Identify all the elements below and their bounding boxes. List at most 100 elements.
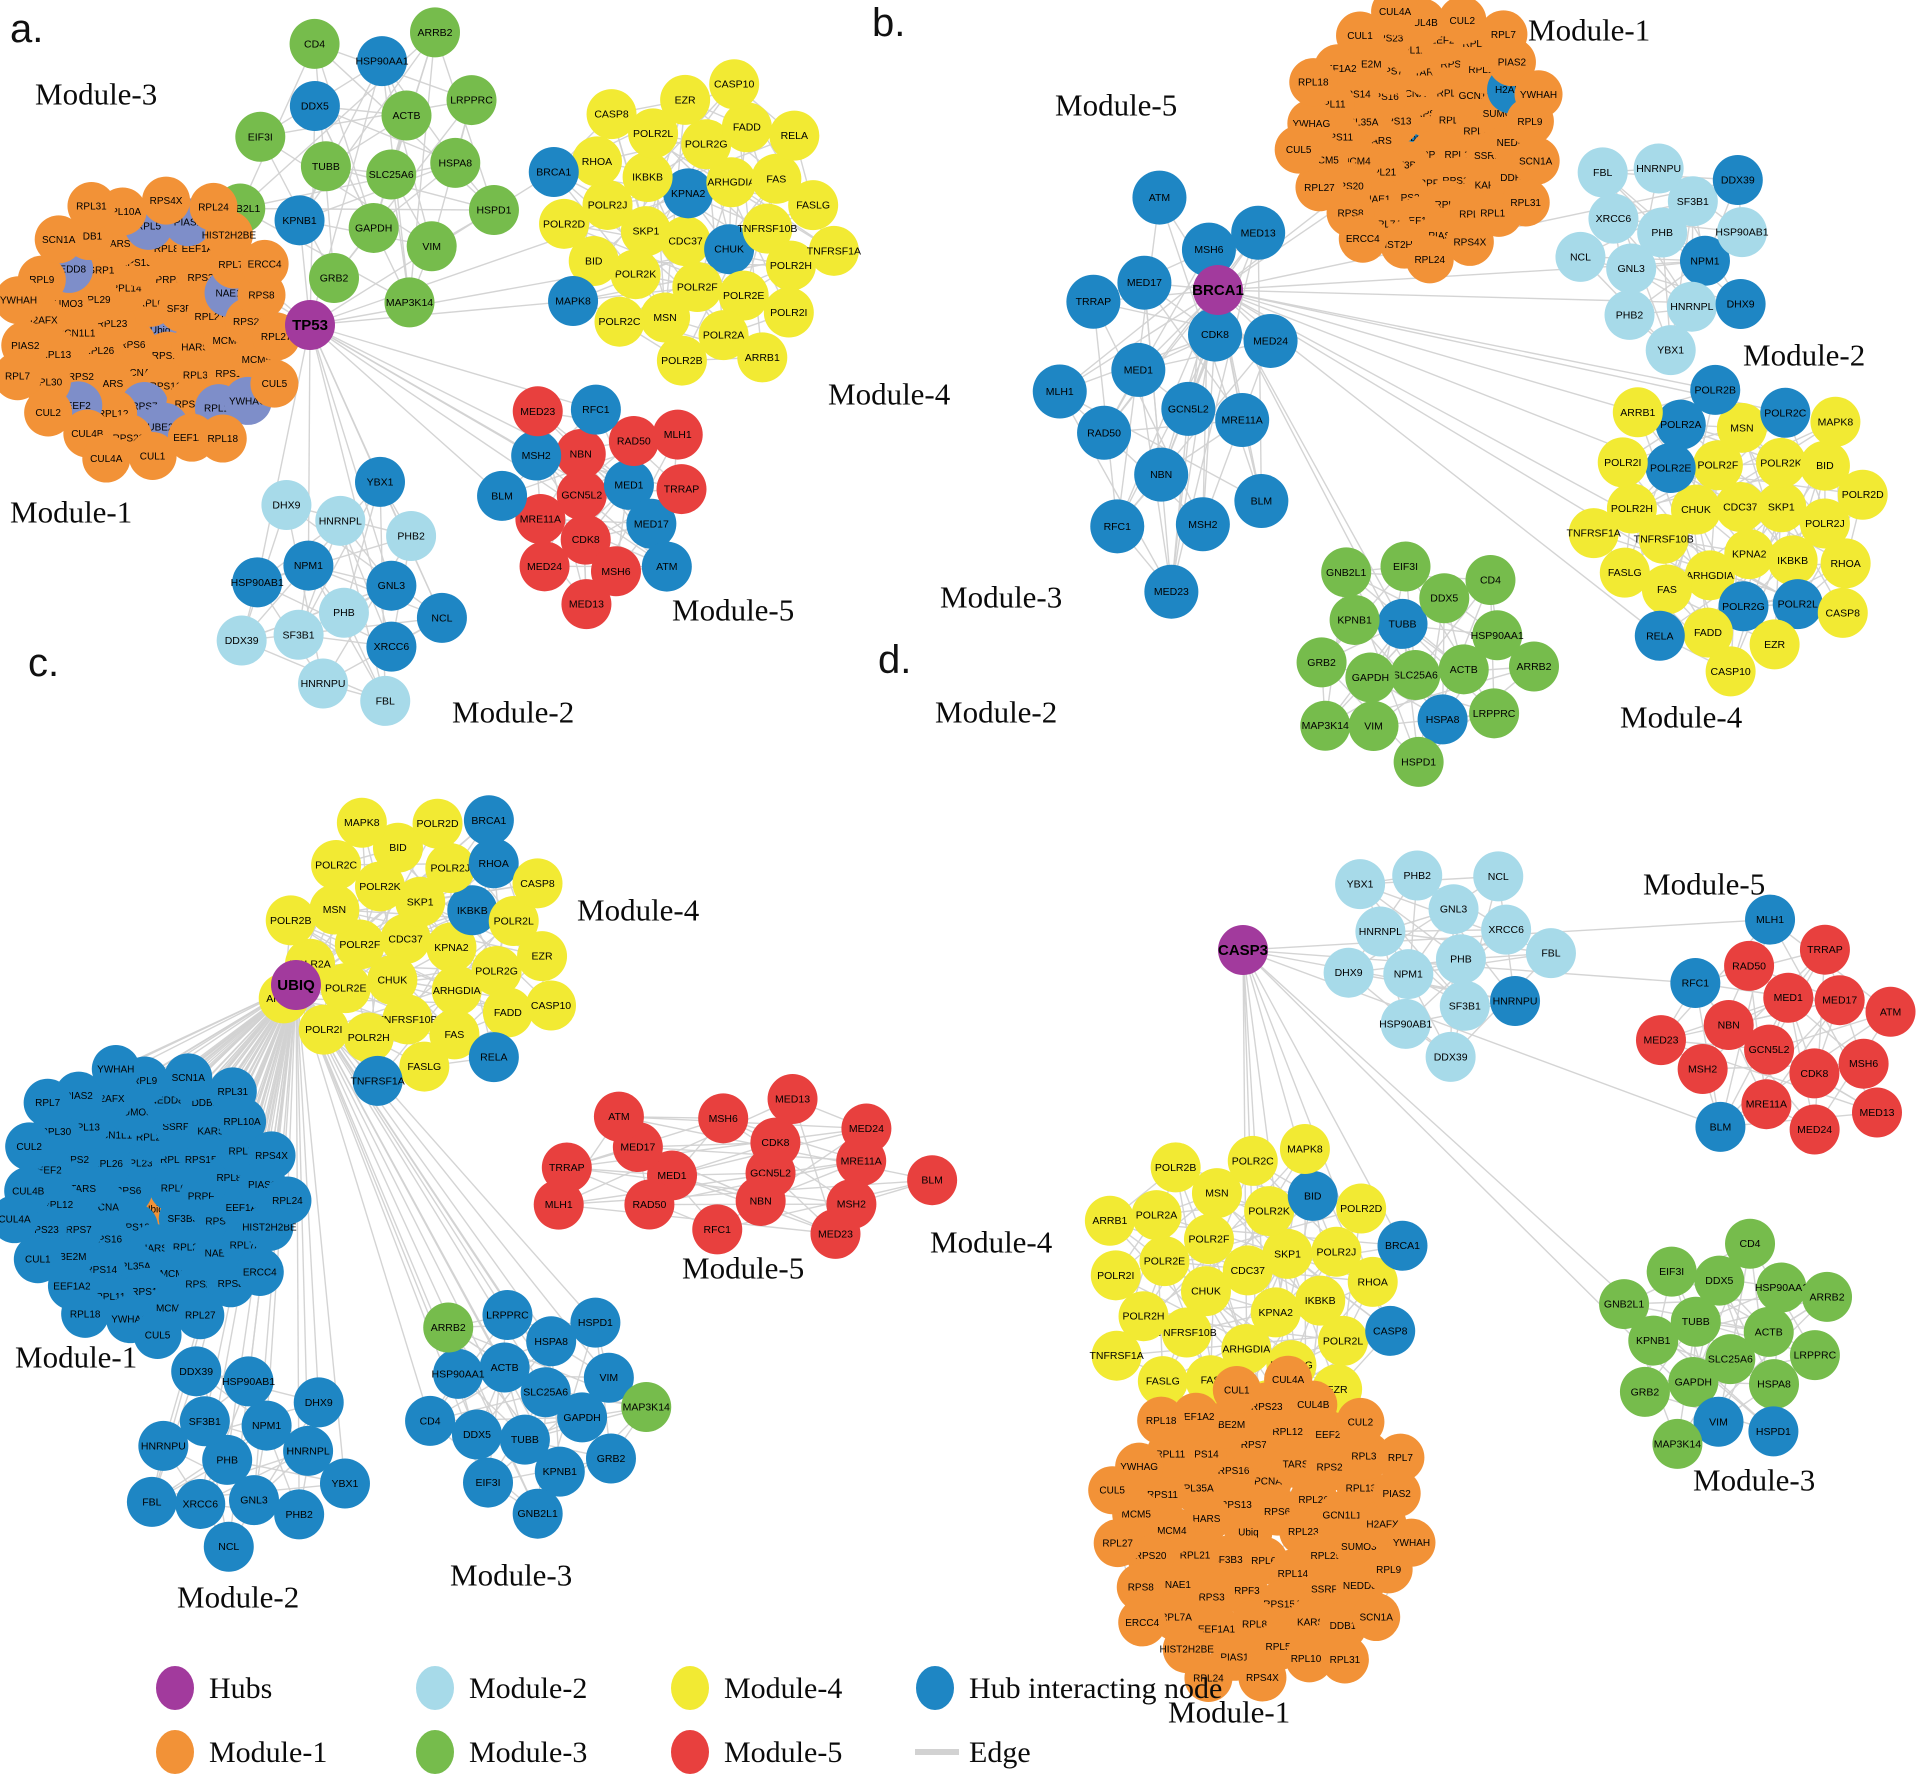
node-MED1[interactable]: MED1	[1763, 972, 1814, 1023]
node-POLR2J[interactable]: POLR2J	[1311, 1226, 1362, 1277]
node-POLR2L[interactable]: POLR2L	[1772, 579, 1823, 630]
node-GRB2[interactable]: GRB2	[1296, 637, 1347, 688]
node-FAS[interactable]: FAS	[429, 1009, 480, 1060]
node-SCN1A[interactable]: SCN1A	[164, 1053, 213, 1102]
node-ARHGDIA[interactable]: ARHGDIA	[1221, 1323, 1272, 1374]
node-RPL27[interactable]: RPL27	[1295, 163, 1344, 212]
node-MED13[interactable]: MED13	[767, 1074, 818, 1125]
node-EZR[interactable]: EZR	[1749, 619, 1800, 670]
node-PHB[interactable]: PHB	[318, 587, 369, 638]
node-PIAS2[interactable]: PIAS2	[1372, 1469, 1421, 1518]
node-KPNB1[interactable]: KPNB1	[1329, 594, 1380, 645]
node-SCN1A[interactable]: SCN1A	[34, 215, 83, 264]
node-POLR2H[interactable]: POLR2H	[343, 1012, 394, 1063]
node-MED23[interactable]: MED23	[810, 1208, 861, 1259]
node-ARRB1[interactable]: ARRB1	[1084, 1195, 1135, 1246]
node-MED1[interactable]: MED1	[1111, 342, 1166, 397]
node-POLR2C[interactable]: POLR2C	[594, 296, 645, 347]
node-MED24[interactable]: MED24	[1243, 313, 1298, 368]
node-EZR[interactable]: EZR	[660, 74, 711, 125]
node-IKBKB[interactable]: IKBKB	[1767, 535, 1818, 586]
node-LRPPRC[interactable]: LRPPRC	[1789, 1330, 1840, 1381]
node-HNRNPU[interactable]: HNRNPU	[298, 658, 349, 709]
node-HSP90AA1[interactable]: HSP90AA1	[432, 1348, 485, 1399]
node-VIM[interactable]: VIM	[1348, 701, 1399, 752]
node-RPL7[interactable]: RPL7	[23, 1078, 72, 1127]
node-DDX39[interactable]: DDX39	[1425, 1031, 1476, 1082]
node-CUL2[interactable]: CUL2	[1438, 0, 1487, 45]
node-SLC25A6[interactable]: SLC25A6	[1705, 1334, 1756, 1385]
node-POLR2D[interactable]: POLR2D	[412, 798, 463, 849]
node-POLR2K[interactable]: POLR2K	[354, 861, 405, 912]
node-NPM1[interactable]: NPM1	[1383, 949, 1434, 1000]
node-HSP90AB1[interactable]: HSP90AB1	[1379, 998, 1432, 1049]
node-POLR2D[interactable]: POLR2D	[1336, 1183, 1387, 1234]
node-KPNA2[interactable]: KPNA2	[1724, 529, 1775, 580]
node-PHB2[interactable]: PHB2	[1604, 289, 1655, 340]
node-FASLG[interactable]: FASLG	[1599, 547, 1650, 598]
node-CDC37[interactable]: CDC37	[660, 216, 711, 267]
node-NCL[interactable]: NCL	[203, 1521, 254, 1572]
node-POLR2B[interactable]: POLR2B	[265, 895, 316, 946]
node-KPNA2[interactable]: KPNA2	[1250, 1287, 1301, 1338]
node-HSP90AA1[interactable]: HSP90AA1	[355, 36, 409, 87]
node-POLR2H[interactable]: POLR2H	[1606, 483, 1657, 534]
node-CUL1[interactable]: CUL1	[1212, 1365, 1261, 1414]
node-POLR2I[interactable]: POLR2I	[298, 1004, 349, 1055]
node-TUBB[interactable]: TUBB	[1377, 598, 1428, 649]
node-POLR2J[interactable]: POLR2J	[1799, 498, 1850, 549]
node-FASLG[interactable]: FASLG	[399, 1041, 450, 1092]
node-MED24[interactable]: MED24	[519, 541, 570, 592]
node-POLR2K[interactable]: POLR2K	[1756, 437, 1807, 488]
node-VIM[interactable]: VIM	[1693, 1396, 1744, 1447]
node-POLR2E[interactable]: POLR2E	[320, 963, 371, 1014]
node-GRB2[interactable]: GRB2	[1619, 1366, 1670, 1417]
node-TRRAP[interactable]: TRRAP	[1066, 274, 1121, 329]
node-MAPK8[interactable]: MAPK8	[1279, 1124, 1330, 1175]
node-POLR2G[interactable]: POLR2G	[1718, 581, 1769, 632]
node-POLR2L[interactable]: POLR2L	[488, 896, 539, 947]
node-RHOA[interactable]: RHOA	[1347, 1256, 1398, 1307]
node-PHB2[interactable]: PHB2	[1392, 850, 1443, 901]
node-SLC25A6[interactable]: SLC25A6	[1390, 650, 1441, 701]
node-POLR2I[interactable]: POLR2I	[1597, 437, 1648, 488]
node-GAPDH[interactable]: GAPDH	[348, 202, 399, 253]
node-FBL[interactable]: FBL	[1577, 147, 1628, 198]
node-GNB2L1[interactable]: GNB2L1	[1599, 1279, 1650, 1330]
node-POLR2E[interactable]: POLR2E	[718, 270, 769, 321]
node-XRCC6[interactable]: XRCC6	[175, 1478, 226, 1529]
node-HNRNPL[interactable]: HNRNPL	[1666, 281, 1717, 332]
node-TUBB[interactable]: TUBB	[1670, 1296, 1721, 1347]
node-BLM[interactable]: BLM	[1234, 474, 1289, 529]
node-MLH1[interactable]: MLH1	[652, 409, 703, 460]
node-CUL4A[interactable]: CUL4A	[82, 434, 131, 483]
node-MSH6[interactable]: MSH6	[698, 1093, 749, 1144]
node-POLR2D[interactable]: POLR2D	[1837, 469, 1888, 520]
node-CASP8[interactable]: CASP8	[1817, 587, 1868, 638]
node-SF3B1[interactable]: SF3B1	[179, 1396, 230, 1447]
node-CASP8[interactable]: CASP8	[1365, 1305, 1416, 1356]
node-SF3B1[interactable]: SF3B1	[1439, 980, 1490, 1031]
node-HNRNPU[interactable]: HNRNPU	[138, 1420, 189, 1471]
node-FADD[interactable]: FADD	[1682, 607, 1733, 658]
node-POLR2L[interactable]: POLR2L	[1318, 1315, 1369, 1366]
node-CUL2[interactable]: CUL2	[1336, 1397, 1385, 1446]
node-CUL5[interactable]: CUL5	[250, 359, 299, 408]
node-POLR2L[interactable]: POLR2L	[628, 108, 679, 159]
node-POLR2C[interactable]: POLR2C	[1760, 387, 1811, 438]
node-RPL18[interactable]: RPL18	[198, 414, 247, 463]
node-POLR2A[interactable]: POLR2A	[698, 310, 749, 361]
node-ARRB2[interactable]: ARRB2	[1802, 1271, 1853, 1322]
node-FBL[interactable]: FBL	[126, 1476, 177, 1527]
node-GNL3[interactable]: GNL3	[229, 1475, 280, 1526]
node-ARRB2[interactable]: ARRB2	[423, 1302, 474, 1353]
node-DDX39[interactable]: DDX39	[1712, 154, 1763, 205]
node-SCN1A[interactable]: SCN1A	[1352, 1593, 1401, 1642]
node-ATM[interactable]: ATM	[1132, 170, 1187, 225]
node-FAS[interactable]: FAS	[751, 153, 802, 204]
node-GCN5L2[interactable]: GCN5L2	[1161, 381, 1216, 436]
node-XRCC6[interactable]: XRCC6	[1588, 193, 1639, 244]
node-POLR2I[interactable]: POLR2I	[1090, 1250, 1141, 1301]
node-FADD[interactable]: FADD	[721, 102, 772, 153]
hub-UBIQ[interactable]: UBIQ	[271, 960, 321, 1010]
